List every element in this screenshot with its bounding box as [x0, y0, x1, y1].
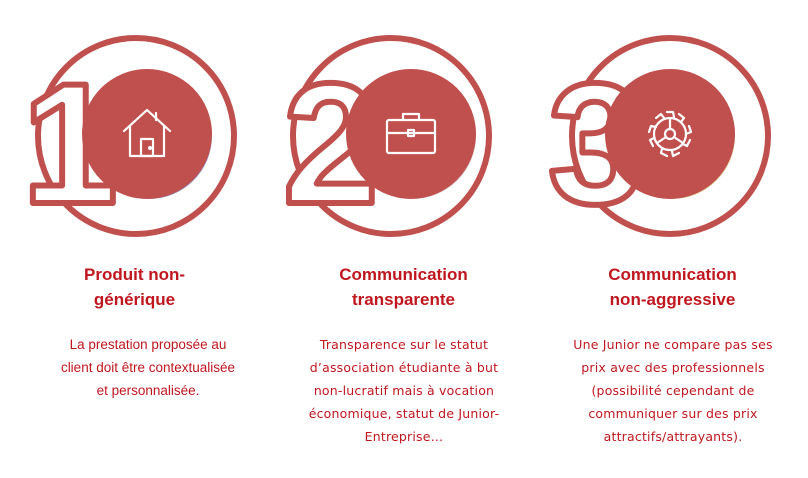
step-card-1: 1 Produit non- générique La prestation p… [0, 0, 269, 478]
step-description-line: attractifs/attrayants). [603, 429, 743, 444]
step-description-line: prix avec des professionnels [581, 360, 765, 375]
step-title-line: transparente [352, 290, 455, 309]
icon-circle [82, 69, 212, 199]
step-number: 3 [548, 48, 644, 240]
step-description-line: économique, statut de Junior- [308, 406, 500, 421]
step-description-line: Une Junior ne compare pas ses [573, 337, 773, 352]
step-description-line: Entreprise… [364, 429, 444, 444]
step-description-line: d’association étudiante à but [309, 360, 499, 375]
step-graphic-3: 3 [545, 35, 771, 243]
step-title-line: générique [93, 290, 176, 309]
step-graphic-1: 1 [19, 35, 237, 243]
step-description: Transparence sur le statut d’association… [294, 333, 514, 448]
outer-ring [569, 35, 771, 237]
step-description-line: non-lucratif mais à vocation [313, 383, 495, 398]
step-description-line: (possibilité cependant de [591, 383, 755, 398]
step-title: Produit non- générique [0, 262, 269, 312]
step-title-line: non-aggressive [609, 290, 736, 309]
step-title-line: Produit non- [83, 265, 186, 284]
outer-ring [35, 35, 237, 237]
step-description-line: communiquer sur des prix [588, 406, 758, 421]
step-number: 1 [22, 48, 118, 240]
outer-ring [290, 35, 492, 237]
step-title: Communication transparente [269, 262, 538, 312]
step-description: La prestation proposée au client doit êt… [30, 333, 266, 402]
step-card-2: 2 Communication transparente Transparenc… [269, 0, 538, 478]
step-card-3: 3 Communication non-aggressive Une Junio… [538, 0, 807, 478]
step-description-line: et personnalisée. [96, 383, 200, 398]
briefcase-icon [385, 112, 437, 155]
step-description: Une Junior ne compare pas ses prix avec … [548, 333, 798, 448]
step-title: Communication non-aggressive [538, 262, 807, 312]
gear-icon [647, 110, 693, 158]
step-description-line: La prestation proposée au [69, 337, 227, 352]
step-title-line: Communication [339, 265, 468, 284]
step-description-line: client doit être contextualisée [60, 360, 236, 375]
house-icon [122, 108, 172, 158]
step-description-line: Transparence sur le statut [319, 337, 489, 352]
step-title-line: Communication [608, 265, 737, 284]
icon-circle [605, 69, 735, 199]
step-graphic-2: 2 [280, 35, 492, 243]
